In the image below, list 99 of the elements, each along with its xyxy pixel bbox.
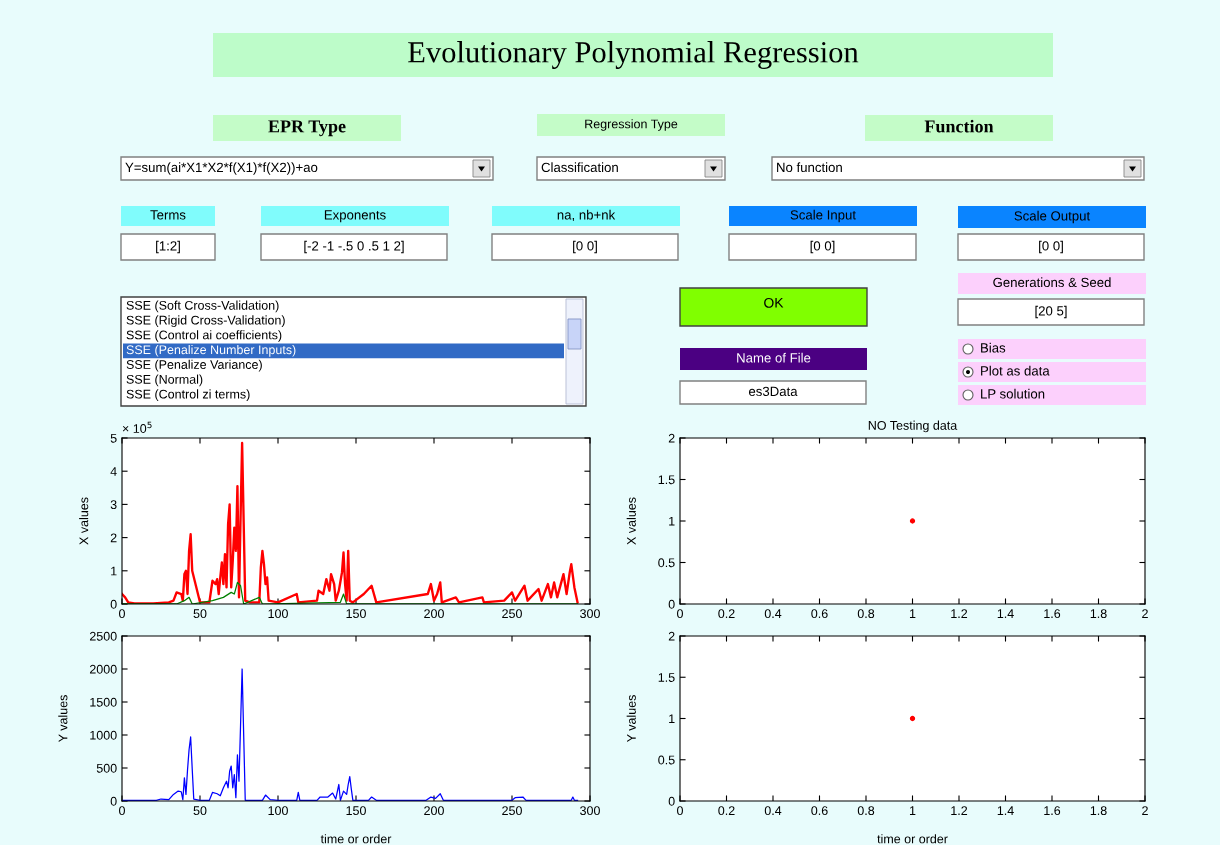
x-tick-label: 0.4: [764, 609, 782, 619]
text: Y=sum(ai*X1*X2*f(X1)*f(X2))+ao: [125, 162, 318, 175]
chart-title: NO Testing data: [868, 420, 958, 433]
y-tick-label: 1: [669, 516, 675, 526]
x-tick-label: 1: [909, 806, 916, 815]
x-tick-label: 1.4: [997, 609, 1014, 618]
text: SSE (Penalize Number Inputs): [126, 344, 296, 357]
text: [20 5]: [1035, 305, 1067, 319]
y-tick-label: 0.5: [658, 755, 675, 765]
x-tick-label: 250: [502, 806, 522, 816]
x-tick-label: 0.2: [718, 806, 735, 816]
x-tick-label: 2: [1142, 609, 1148, 618]
x-tick-label: 1.8: [1090, 806, 1107, 816]
y-tick-label: 2: [668, 631, 675, 641]
x-tick-label: 0: [119, 609, 125, 619]
text: SSE (Penalize Variance): [126, 359, 262, 372]
y-tick-label: 0.5: [658, 558, 675, 568]
text: Bias: [981, 342, 1006, 353]
text: Generations & Seed: [993, 277, 1111, 288]
y-tick-label: 1: [669, 714, 675, 724]
x-tick-label: 300: [580, 609, 600, 619]
text: Name of File: [737, 352, 811, 363]
y-tick-label: 3: [110, 500, 117, 510]
y-tick-label: 4: [110, 467, 117, 476]
text: [0 0]: [810, 240, 835, 254]
x-tick-label: 150: [346, 609, 366, 619]
text: Evolutionary Polynomial Regression: [408, 41, 859, 69]
y-tick-label: 2: [110, 533, 117, 543]
x-tick-label: 2: [1142, 806, 1148, 815]
text: SSE (Soft Cross-Validation): [126, 300, 279, 313]
x-tick-label: 0.4: [764, 806, 782, 816]
text: SSE (Control zi terms): [126, 389, 250, 402]
x-tick-label: 100: [268, 609, 288, 619]
x-tick-label: 0.6: [811, 806, 828, 816]
x-tick-label: 1: [909, 609, 916, 618]
x-axis-title: time or order: [320, 834, 392, 844]
x-tick-label: 200: [424, 806, 444, 816]
line-series: [122, 441, 579, 604]
text: SSE (Rigid Cross-Validation): [126, 315, 285, 328]
x-tick-label: 0: [677, 806, 683, 816]
text: EPR Type: [268, 120, 346, 137]
x-tick-label: 0: [119, 806, 125, 816]
x-tick-label: 0.8: [857, 609, 875, 619]
y-tick-label: 2: [668, 433, 675, 443]
text: [1:2]: [156, 240, 180, 254]
y-tick-label: 500: [96, 763, 117, 773]
x-tick-label: 0.2: [718, 609, 735, 619]
text: Scale Output: [1014, 210, 1091, 224]
text: Scale Input: [790, 209, 856, 223]
y-tick-label: 0: [668, 599, 675, 609]
x-tick-label: 50: [193, 806, 207, 816]
y-tick-label: 0: [110, 599, 117, 609]
y-tick-label: 1.5: [658, 673, 675, 682]
y-axis-title: X values: [79, 497, 89, 545]
x-tick-label: 150: [346, 806, 366, 816]
text: Regression Type: [585, 119, 678, 131]
text: SSE (Normal): [126, 374, 203, 387]
x-tick-label: 0.8: [857, 806, 875, 816]
x-tick-label: 1.4: [997, 806, 1014, 815]
y-tick-label: 0: [110, 796, 117, 806]
text: LP solution: [981, 388, 1045, 399]
x-tick-label: 1.6: [1044, 609, 1061, 619]
x-tick-label: 200: [424, 609, 444, 619]
text: Terms: [150, 210, 186, 220]
text: [0 0]: [573, 240, 597, 254]
y-axis-title: Y values: [626, 695, 636, 743]
x-tick-label: 300: [580, 806, 600, 816]
x-tick-label: 1.6: [1044, 806, 1061, 816]
text: No function: [777, 162, 842, 173]
y-tick-label: 1500: [90, 697, 117, 707]
x-axis-title: time or order: [877, 834, 948, 844]
y-tick-label: 0: [668, 796, 675, 806]
x-tick-label: 1.2: [951, 609, 968, 618]
text: na, nb+nk: [557, 209, 616, 222]
text: SSE (Control ai coefficients): [126, 330, 282, 342]
y-axis-title: Y values: [58, 695, 68, 743]
y-axis-title: X values: [626, 497, 636, 545]
text: × 10$^{5}$: [122, 421, 152, 433]
y-tick-label: 5: [110, 433, 117, 443]
text: Function: [924, 119, 994, 133]
y-tick-label: 1000: [90, 730, 117, 740]
y-tick-label: 2500: [89, 631, 117, 641]
y-tick-label: 1: [111, 566, 117, 576]
text: Classification: [541, 162, 618, 173]
y-tick-label: 1.5: [658, 475, 675, 485]
text: Exponents: [324, 210, 386, 223]
text: Plot as data: [981, 365, 1050, 376]
text: es3Data: [748, 386, 798, 397]
x-tick-label: 100: [268, 806, 288, 816]
x-tick-label: 50: [193, 609, 207, 619]
x-tick-label: 0: [677, 609, 683, 619]
x-tick-label: 0.6: [811, 609, 828, 619]
text: OK: [764, 297, 784, 308]
x-tick-label: 1.8: [1090, 609, 1107, 619]
x-tick-label: 250: [502, 609, 522, 619]
x-tick-label: 1.2: [951, 806, 968, 815]
text: [-2 -1 -.5 0 .5 1 2]: [304, 240, 404, 254]
y-tick-label: 2000: [89, 664, 117, 674]
text: [0 0]: [1039, 240, 1063, 254]
